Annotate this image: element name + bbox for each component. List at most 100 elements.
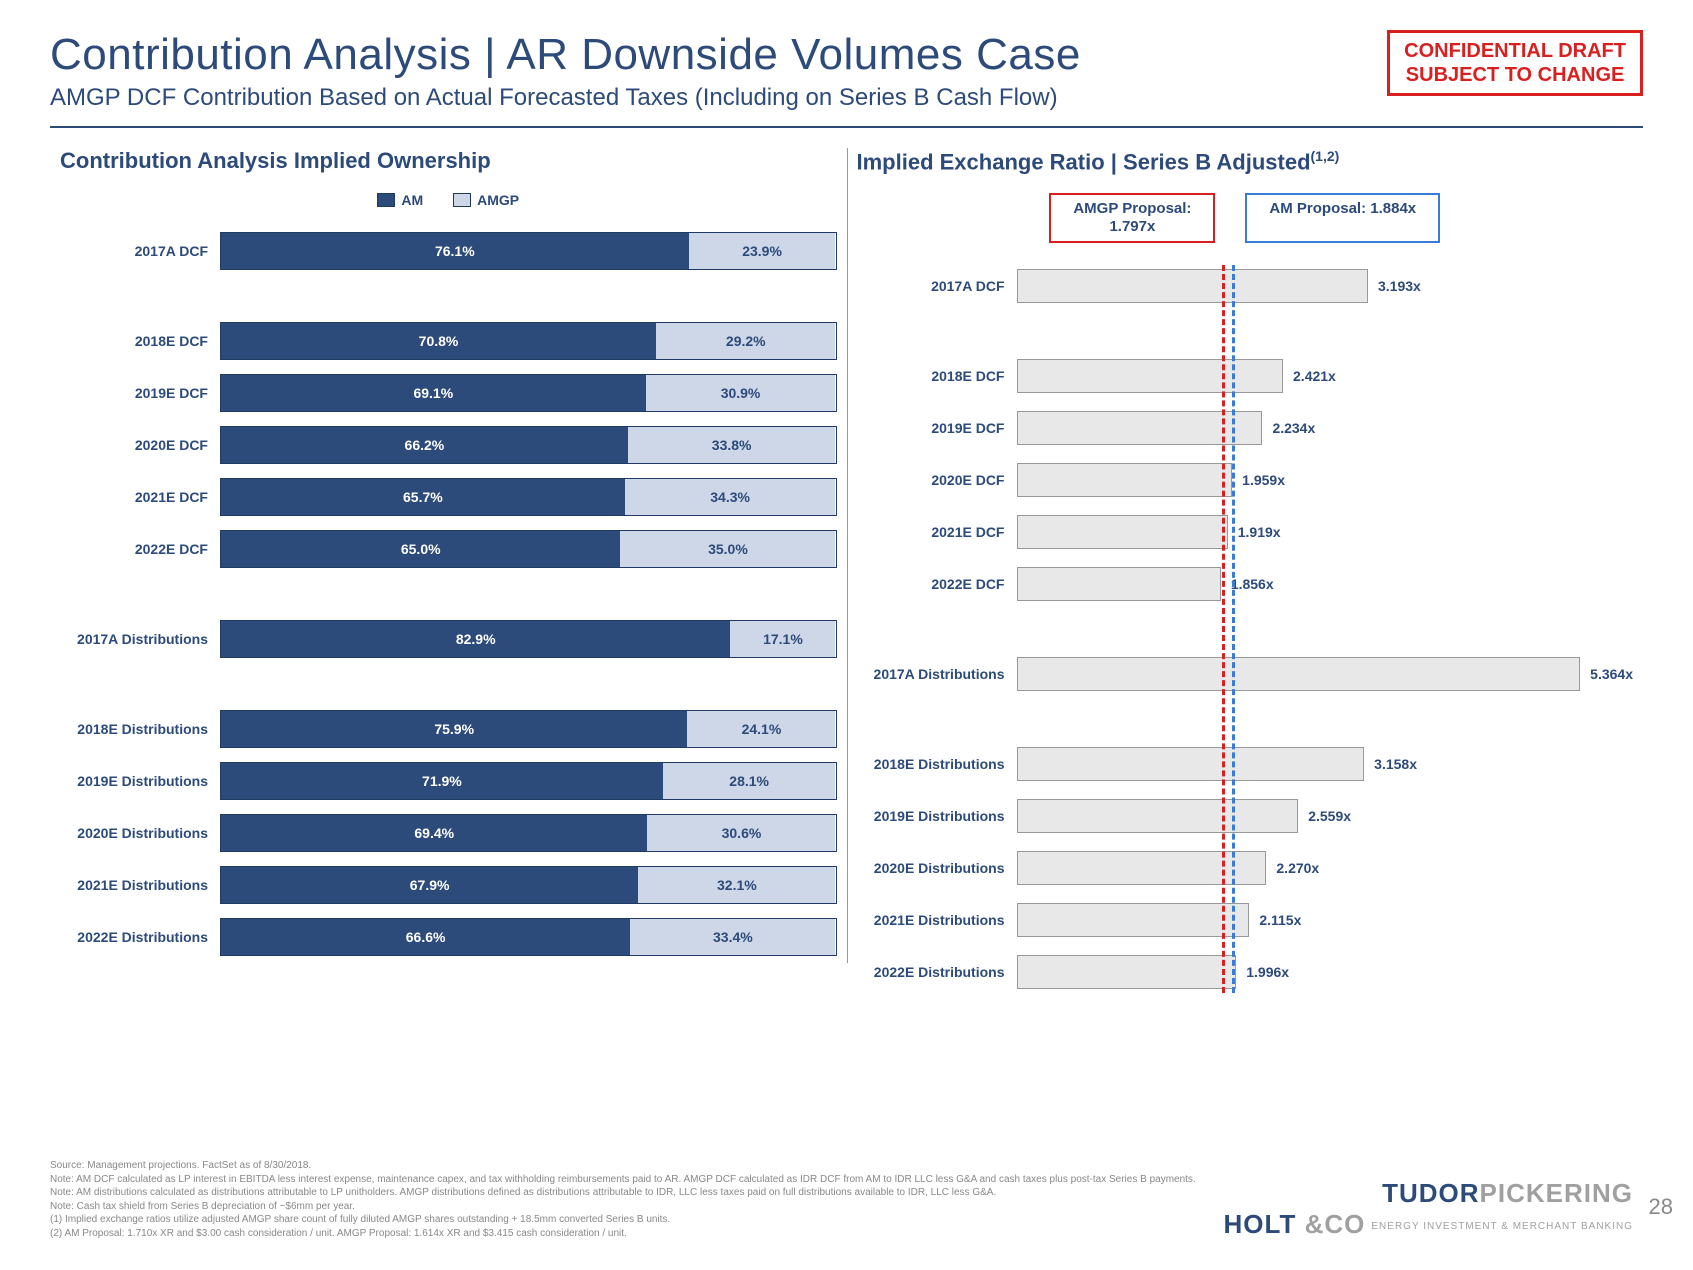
ratio-value: 3.193x	[1378, 278, 1421, 294]
ownership-row: 2022E DCF65.0%35.0%	[60, 528, 837, 570]
ratio-chart-title: Implied Exchange Ratio | Series B Adjust…	[857, 148, 1634, 175]
ratio-row: 2021E Distributions2.115x	[857, 899, 1634, 941]
ratio-bar-container: 5.364x	[1017, 655, 1634, 693]
ratio-bar-container: 3.193x	[1017, 267, 1634, 305]
amgp-segment: 35.0%	[620, 531, 835, 567]
am-segment: 69.4%	[221, 815, 647, 851]
amgp-segment: 34.3%	[625, 479, 836, 515]
ratio-bar	[1017, 657, 1581, 691]
ownership-row: 2022E Distributions66.6%33.4%	[60, 916, 837, 958]
ownership-chart-panel: Contribution Analysis Implied Ownership …	[50, 148, 847, 1003]
row-label: 2018E DCF	[60, 333, 220, 349]
am-segment: 66.6%	[221, 919, 630, 955]
ownership-row: 2020E DCF66.2%33.8%	[60, 424, 837, 466]
ratio-value: 1.996x	[1246, 964, 1289, 980]
ratio-row: 2020E Distributions 2.270x	[857, 847, 1634, 889]
row-label: 2022E Distributions	[60, 929, 220, 945]
amgp-swatch	[453, 193, 471, 207]
legend-item-amgp: AMGP	[453, 192, 519, 208]
amgp-segment: 17.1%	[730, 621, 835, 657]
ratio-bar-container: 2.234x	[1017, 409, 1634, 447]
amgp-segment: 33.4%	[630, 919, 835, 955]
ownership-row: 2018E DCF70.8%29.2%	[60, 320, 837, 362]
ratio-bar	[1017, 515, 1228, 549]
ratio-row: 2020E DCF 1.959x	[857, 459, 1634, 501]
row-label: 2018E Distributions	[857, 756, 1017, 772]
ratio-bar	[1017, 851, 1267, 885]
row-label: 2017A Distributions	[857, 666, 1017, 682]
amgp-segment: 24.1%	[687, 711, 835, 747]
ratio-value: 1.919x	[1238, 524, 1281, 540]
ratio-bar	[1017, 903, 1250, 937]
ratio-bar-container: 1.959x	[1017, 461, 1634, 499]
am-segment: 82.9%	[221, 621, 730, 657]
amgp-segment: 30.6%	[647, 815, 835, 851]
am-swatch	[377, 193, 395, 207]
row-label: 2017A DCF	[60, 243, 220, 259]
footnote-line: Source: Management projections. FactSet …	[50, 1159, 1643, 1173]
amgp-segment: 23.9%	[689, 233, 836, 269]
row-label: 2021E DCF	[60, 489, 220, 505]
ratio-bar-container: 2.421x	[1017, 357, 1634, 395]
ratio-value: 2.234x	[1272, 420, 1315, 436]
ratio-row: 2019E Distributions2.559x	[857, 795, 1634, 837]
ratio-bar-container: 2.270x	[1017, 849, 1634, 887]
row-label: 2019E Distributions	[60, 773, 220, 789]
am-segment: 75.9%	[221, 711, 687, 747]
stacked-bar: 66.2%33.8%	[220, 426, 837, 464]
ownership-row: 2019E Distributions71.9%28.1%	[60, 760, 837, 802]
ratio-row: 2017A DCF 3.193x	[857, 265, 1634, 307]
ownership-row: 2017A Distributions82.9%17.1%	[60, 618, 837, 660]
stacked-bar: 70.8%29.2%	[220, 322, 837, 360]
legend-item-am: AM	[377, 192, 423, 208]
page-subtitle: AMGP DCF Contribution Based on Actual Fo…	[50, 84, 1081, 112]
ownership-row: 2020E Distributions69.4%30.6%	[60, 812, 837, 854]
ratio-value: 3.158x	[1374, 756, 1417, 772]
ratio-bar-container: 3.158x	[1017, 745, 1634, 783]
ratio-row: 2018E Distributions 3.158x	[857, 743, 1634, 785]
stacked-bar: 65.0%35.0%	[220, 530, 837, 568]
row-label: 2017A DCF	[857, 278, 1017, 294]
stacked-bar: 69.4%30.6%	[220, 814, 837, 852]
stacked-bar: 65.7%34.3%	[220, 478, 837, 516]
amgp-segment: 32.1%	[638, 867, 835, 903]
ratio-bar	[1017, 411, 1263, 445]
ratio-value: 2.559x	[1308, 808, 1351, 824]
stacked-bar: 75.9%24.1%	[220, 710, 837, 748]
ratio-value: 2.270x	[1276, 860, 1319, 876]
ownership-row: 2021E Distributions67.9%32.1%	[60, 864, 837, 906]
row-label: 2022E Distributions	[857, 964, 1017, 980]
am-segment: 69.1%	[221, 375, 646, 411]
row-label: 2021E Distributions	[60, 877, 220, 893]
ratio-row: 2021E DCF 1.919x	[857, 511, 1634, 553]
ratio-value: 1.959x	[1242, 472, 1285, 488]
ratio-row: 2018E DCF2.421x	[857, 355, 1634, 397]
ownership-row: 2018E Distributions75.9%24.1%	[60, 708, 837, 750]
am-segment: 76.1%	[221, 233, 689, 269]
row-label: 2017A Distributions	[60, 631, 220, 647]
ratio-row: 2022E DCF1.856x	[857, 563, 1634, 605]
ratio-value: 2.421x	[1293, 368, 1336, 384]
stacked-bar: 71.9%28.1%	[220, 762, 837, 800]
row-label: 2020E DCF	[60, 437, 220, 453]
row-label: 2020E DCF	[857, 472, 1017, 488]
row-label: 2022E DCF	[857, 576, 1017, 592]
ownership-row: 2021E DCF65.7%34.3%	[60, 476, 837, 518]
stacked-bar: 67.9%32.1%	[220, 866, 837, 904]
ratio-bar	[1017, 463, 1233, 497]
row-label: 2020E Distributions	[857, 860, 1017, 876]
row-label: 2018E Distributions	[60, 721, 220, 737]
stacked-bar: 82.9%17.1%	[220, 620, 837, 658]
amgp-segment: 33.8%	[628, 427, 836, 463]
ratio-bar-container: 1.919x	[1017, 513, 1634, 551]
ownership-legend: AM AMGP	[60, 192, 837, 208]
ratio-value: 2.115x	[1259, 912, 1301, 928]
stacked-bar: 76.1%23.9%	[220, 232, 837, 270]
ratio-value: 5.364x	[1590, 666, 1633, 682]
header-rule	[50, 126, 1643, 128]
row-label: 2021E DCF	[857, 524, 1017, 540]
ratio-bar	[1017, 359, 1284, 393]
ownership-chart-title: Contribution Analysis Implied Ownership	[60, 148, 837, 174]
stacked-bar: 69.1%30.9%	[220, 374, 837, 412]
stacked-bar: 66.6%33.4%	[220, 918, 837, 956]
